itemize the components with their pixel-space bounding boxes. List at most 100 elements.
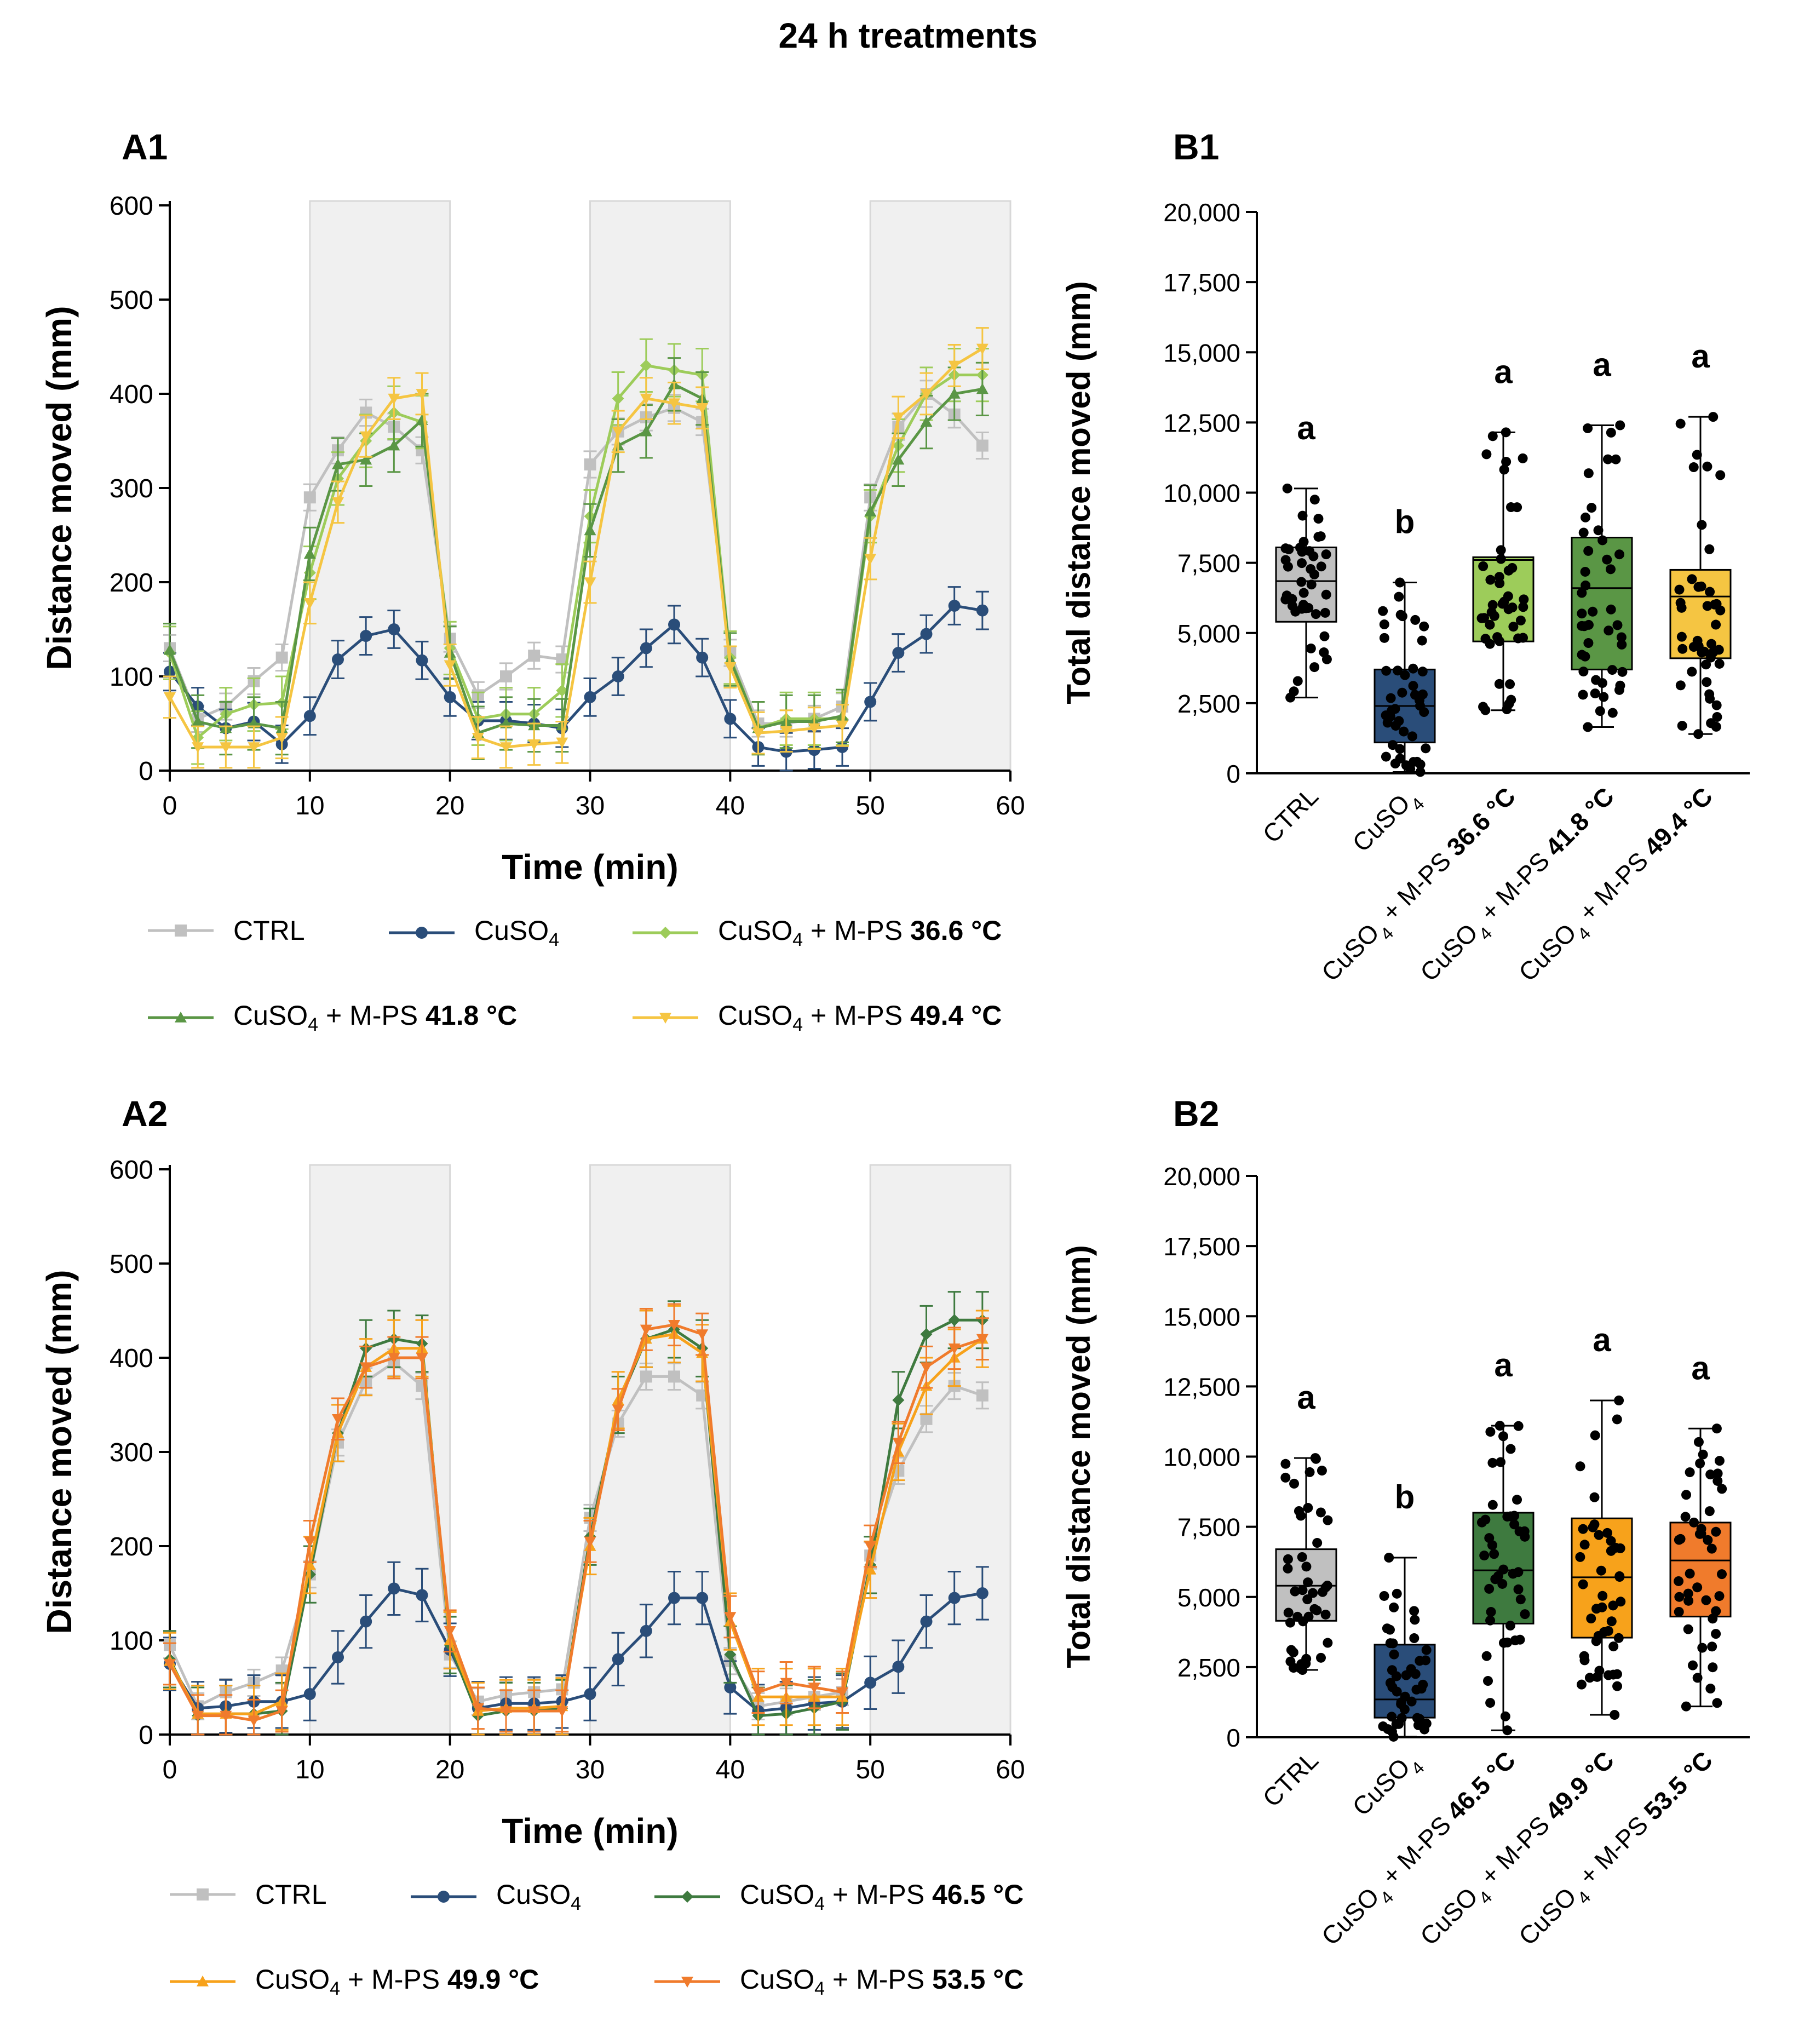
data-point xyxy=(724,1681,737,1693)
data-point xyxy=(1591,1604,1602,1614)
data-point xyxy=(1702,677,1712,687)
data-point xyxy=(1676,631,1687,642)
data-point xyxy=(1579,621,1589,631)
data-point xyxy=(948,1314,961,1327)
box-group-t494 xyxy=(1669,412,1732,739)
data-point xyxy=(1378,1721,1388,1732)
line-chart-a2: 0 100 200 300 400 500 600 0 10 20 30 40 50 60 Time (mi… xyxy=(39,1156,1025,1851)
data-point xyxy=(1421,1645,1432,1655)
panel-label-b1: B1 xyxy=(1173,127,1220,167)
data-point xyxy=(1481,1651,1492,1661)
data-point xyxy=(1485,1615,1496,1626)
data-point xyxy=(1697,1643,1708,1653)
data-point xyxy=(1313,514,1324,524)
data-point xyxy=(1410,1615,1420,1625)
data-point xyxy=(1407,731,1417,742)
data-point xyxy=(1711,700,1722,710)
data-point xyxy=(1681,1701,1691,1712)
data-point xyxy=(1409,1606,1420,1616)
data-point xyxy=(1706,639,1716,649)
data-point xyxy=(808,1683,820,1693)
y-tick-label: 100 xyxy=(110,1627,153,1656)
data-point xyxy=(1696,1524,1706,1534)
data-point xyxy=(332,653,344,666)
data-point xyxy=(1714,658,1725,669)
data-point xyxy=(1593,525,1604,536)
data-point xyxy=(1583,468,1594,479)
data-point xyxy=(1406,1664,1416,1674)
data-point xyxy=(640,1370,652,1383)
data-point xyxy=(1587,503,1597,513)
significance-letter: a xyxy=(1593,347,1611,383)
data-point xyxy=(192,742,204,753)
data-point xyxy=(640,359,652,372)
data-point xyxy=(1492,632,1503,642)
data-point xyxy=(1502,1637,1513,1647)
data-point xyxy=(1683,1588,1693,1599)
data-point xyxy=(1714,645,1724,655)
data-point xyxy=(1615,680,1625,691)
data-point xyxy=(1612,620,1623,630)
data-point xyxy=(332,1651,344,1663)
data-point xyxy=(640,1624,652,1637)
data-point xyxy=(1505,502,1516,513)
data-point xyxy=(1707,1641,1717,1652)
data-point xyxy=(1612,1414,1622,1425)
data-point xyxy=(1494,679,1504,689)
data-point xyxy=(1313,532,1324,542)
data-point xyxy=(1520,1609,1530,1620)
data-point xyxy=(1692,450,1702,460)
x-tick-label: 40 xyxy=(716,1755,745,1784)
data-point xyxy=(1579,1651,1589,1661)
data-point xyxy=(332,1414,344,1425)
data-point xyxy=(1379,633,1389,643)
y-tick-label: 15,000 xyxy=(1163,1302,1240,1331)
y-tick-label: 5,000 xyxy=(1177,1583,1240,1612)
data-point xyxy=(668,1592,680,1604)
data-point xyxy=(1594,1530,1604,1540)
data-point xyxy=(584,1688,596,1701)
y-tick-label: 2,500 xyxy=(1177,1653,1240,1682)
data-point xyxy=(1519,594,1529,605)
data-point xyxy=(1602,454,1613,464)
data-point xyxy=(1612,1669,1622,1679)
data-point xyxy=(1386,693,1396,703)
data-point xyxy=(1281,590,1292,601)
data-point xyxy=(1417,635,1427,646)
data-point xyxy=(360,453,372,465)
x-tick-label: 30 xyxy=(576,791,605,820)
data-point xyxy=(1292,676,1303,686)
data-point xyxy=(1705,1469,1716,1480)
data-point xyxy=(1323,1515,1333,1525)
data-point xyxy=(332,497,344,508)
data-point xyxy=(696,403,709,414)
data-point xyxy=(1712,1698,1722,1708)
data-point xyxy=(920,1413,933,1425)
data-point xyxy=(1708,412,1719,422)
series-line xyxy=(169,604,983,754)
legend-item-t418: CuSO4 + M-PS 41.8 °C xyxy=(148,1000,517,1036)
data-point xyxy=(1280,1472,1291,1483)
data-point xyxy=(303,1536,316,1548)
data-point xyxy=(1302,1594,1313,1605)
data-point xyxy=(1384,1553,1394,1563)
data-point xyxy=(1285,1617,1296,1628)
data-point xyxy=(1680,1512,1691,1522)
data-point xyxy=(864,1541,877,1552)
data-point xyxy=(1315,1507,1326,1518)
data-point xyxy=(1321,589,1331,600)
data-point xyxy=(920,1615,933,1628)
legend-item-t494: CuSO4 + M-PS 49.4 °C xyxy=(633,1000,1002,1036)
data-point xyxy=(1489,1549,1499,1559)
data-point xyxy=(948,600,961,612)
data-point xyxy=(1283,1563,1293,1574)
data-point xyxy=(1316,1652,1326,1663)
data-point xyxy=(584,458,596,470)
data-point xyxy=(1394,592,1404,602)
y-tick-label: 600 xyxy=(110,1156,153,1185)
data-point xyxy=(1606,1616,1617,1627)
data-point xyxy=(1400,670,1410,680)
data-point xyxy=(1389,1649,1399,1660)
data-point xyxy=(864,1676,877,1689)
data-point xyxy=(1687,574,1697,584)
